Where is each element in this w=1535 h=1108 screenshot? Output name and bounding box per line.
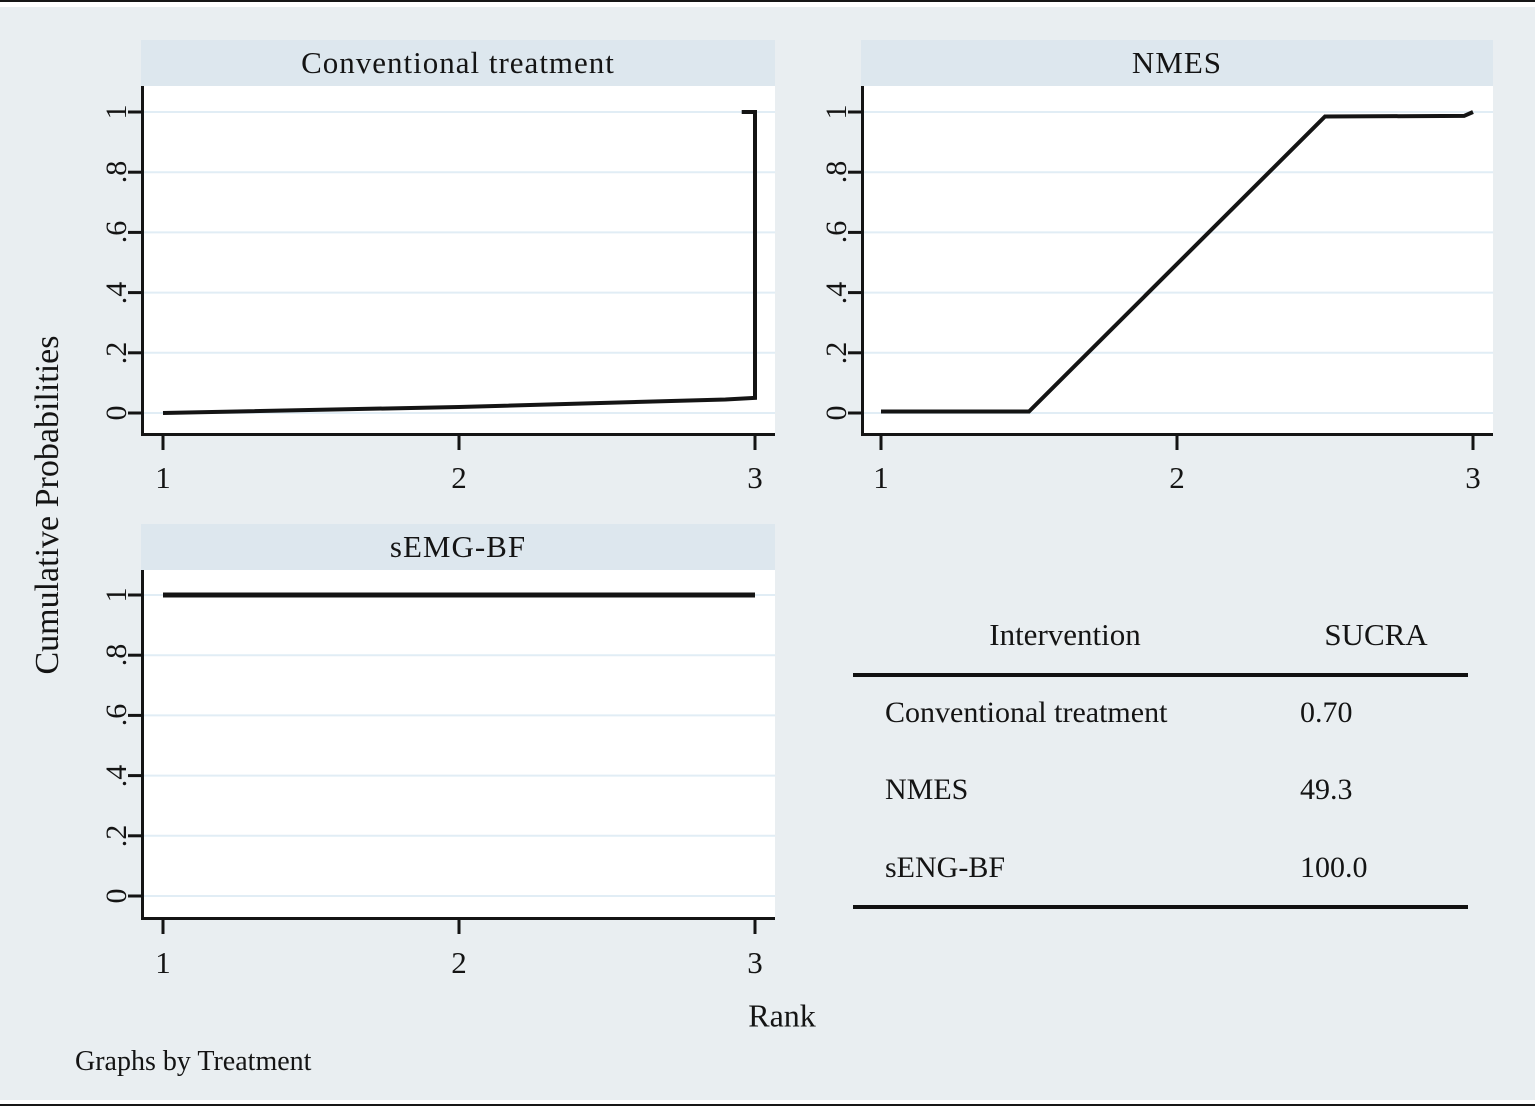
- table-cell-intervention: Conventional treatment: [885, 696, 1168, 729]
- y-tick-label: 0: [100, 888, 133, 904]
- y-tick-label: 1: [100, 104, 133, 120]
- x-tick-label: 2: [451, 945, 467, 980]
- panel-band-conventional: Conventional treatment: [141, 40, 775, 86]
- x-tick-label: 1: [873, 460, 889, 495]
- table-cell-intervention: sENG-BF: [885, 851, 1006, 884]
- y-tick-label: .2: [100, 341, 133, 365]
- graphs-by-note: Graphs by Treatment: [75, 1046, 312, 1077]
- panel-title-nmes: NMES: [1131, 45, 1223, 80]
- panel-band-semg-bf: sEMG-BF: [141, 524, 775, 570]
- y-tick-label: .4: [100, 281, 133, 305]
- table-cell-intervention: NMES: [885, 773, 969, 806]
- table-cell-sucra: 0.70: [1300, 696, 1353, 729]
- x-axis-title: Rank: [748, 997, 816, 1034]
- x-tick-label: 3: [747, 460, 763, 495]
- table-rule-bottom: [853, 905, 1468, 909]
- panel-title-semg-bf: sEMG-BF: [389, 529, 527, 564]
- x-tick-label: 2: [451, 460, 467, 495]
- y-tick-label: 1: [100, 587, 133, 603]
- y-tick-label: .2: [820, 341, 853, 365]
- x-tick-label: 2: [1169, 460, 1185, 495]
- table-rule-top: [853, 673, 1468, 677]
- y-axis-title: Cumulative Probabilities: [29, 335, 66, 675]
- x-tick-label: 1: [155, 945, 171, 980]
- y-tick-label: .8: [100, 643, 133, 667]
- y-tick-label: 0: [820, 405, 853, 421]
- panel-band-nmes: NMES: [861, 40, 1493, 86]
- y-tick-label: .6: [100, 220, 133, 244]
- table-header-sucra: SUCRA: [1324, 617, 1428, 652]
- y-tick-label: .8: [100, 160, 133, 184]
- y-tick-label: .4: [820, 281, 853, 305]
- frame-top-line: [0, 0, 1535, 2]
- y-tick-label: .6: [100, 703, 133, 727]
- x-tick-label: 1: [155, 460, 171, 495]
- y-tick-label: .8: [820, 160, 853, 184]
- table-header-intervention: Intervention: [989, 617, 1141, 652]
- y-tick-label: .4: [100, 764, 133, 788]
- x-tick-label: 3: [747, 945, 763, 980]
- x-tick-label: 3: [1465, 460, 1481, 495]
- frame-bottom-line: [0, 1104, 1535, 1106]
- y-tick-label: .2: [100, 824, 133, 848]
- y-tick-label: 1: [820, 104, 853, 120]
- table-cell-sucra: 100.0: [1300, 851, 1368, 884]
- y-tick-label: 0: [100, 405, 133, 421]
- table-cell-sucra: 49.3: [1300, 773, 1353, 806]
- panel-title-conventional: Conventional treatment: [301, 45, 615, 80]
- y-tick-label: .6: [820, 220, 853, 244]
